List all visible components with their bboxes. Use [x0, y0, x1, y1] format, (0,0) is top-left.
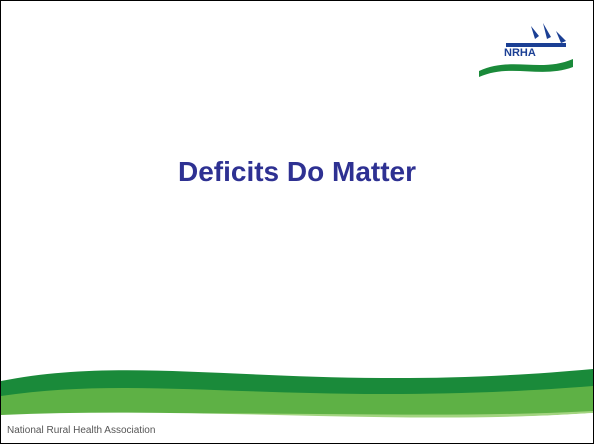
- logo-rays: [531, 23, 566, 43]
- logo-bar: [506, 43, 566, 47]
- logo-text: NRHA: [504, 47, 536, 59]
- footer: National Rural Health Association: [7, 425, 156, 436]
- logo-hill: [479, 59, 573, 77]
- white-base: [1, 412, 593, 443]
- light-wave: [1, 386, 593, 421]
- slide-title: Deficits Do Matter: [177, 156, 417, 187]
